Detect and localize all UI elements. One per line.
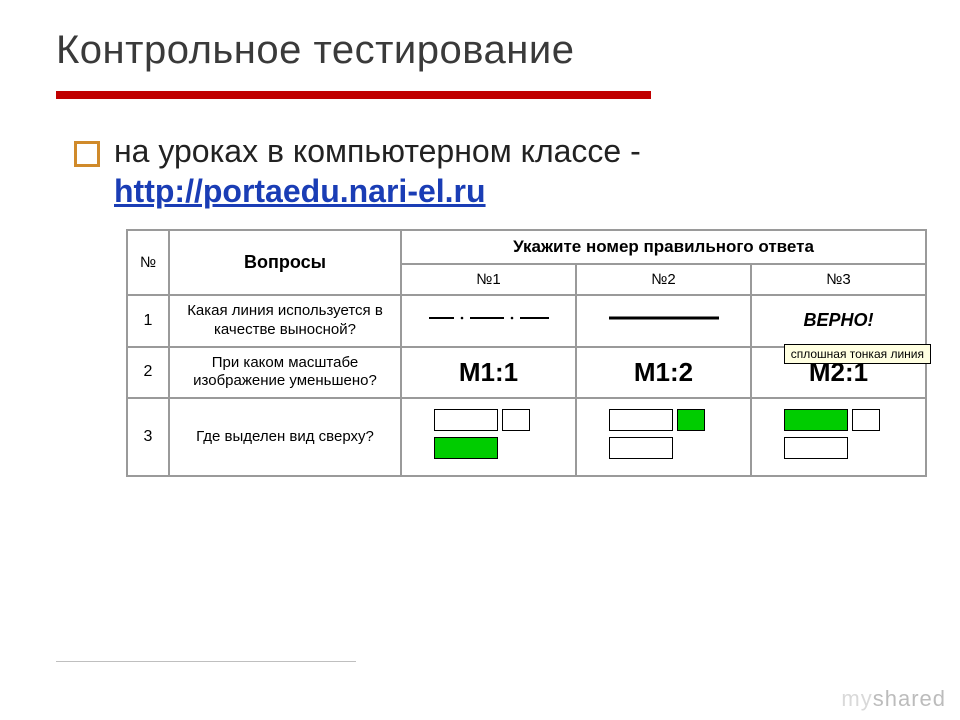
row-number: 2 <box>127 347 169 399</box>
projection-diagram-icon <box>424 405 554 469</box>
question-text: При каком масштабе изображение уменьшено… <box>169 347 401 399</box>
slide-title: Контрольное тестирование <box>56 28 912 73</box>
col-header-instruction: Укажите номер правильного ответа <box>401 230 926 264</box>
answer-cell[interactable]: M1:2 <box>576 347 751 399</box>
footer-rule <box>56 661 356 662</box>
question-text: Какая линия используется в качестве выно… <box>169 295 401 347</box>
table-row: 3 Где выделен вид сверху? <box>127 398 926 476</box>
answer-cell-correct[interactable]: ВЕРНО! сплошная тонкая линия <box>751 295 926 347</box>
correct-label: ВЕРНО! <box>803 310 873 330</box>
solid-line-icon <box>599 308 729 328</box>
bullet-marker <box>74 141 100 167</box>
dash-dot-line-icon <box>424 308 554 328</box>
col-header-ans1: №1 <box>401 264 576 295</box>
col-header-number: № <box>127 230 169 295</box>
divider-rule <box>56 91 651 99</box>
answer-cell[interactable] <box>751 398 926 476</box>
bullet-item: на уроках в компьютерном классе - http:/… <box>74 131 912 211</box>
quiz-table: № Вопросы Укажите номер правильного отве… <box>126 229 927 477</box>
answer-cell[interactable]: M1:1 <box>401 347 576 399</box>
row-number: 1 <box>127 295 169 347</box>
answer-cell[interactable] <box>576 398 751 476</box>
answer-cell[interactable] <box>401 398 576 476</box>
question-text: Где выделен вид сверху? <box>169 398 401 476</box>
answer-cell[interactable] <box>401 295 576 347</box>
bullet-text: на уроках в компьютерном классе - <box>114 133 641 169</box>
watermark: myshared <box>841 686 946 712</box>
tooltip: сплошная тонкая линия <box>784 344 931 364</box>
projection-diagram-icon <box>774 405 904 469</box>
table-row: 1 Какая линия используется в качестве вы… <box>127 295 926 347</box>
source-link[interactable]: http://portaedu.nari-el.ru <box>114 173 486 209</box>
answer-cell[interactable] <box>576 295 751 347</box>
projection-diagram-icon <box>599 405 729 469</box>
col-header-ans2: №2 <box>576 264 751 295</box>
col-header-ans3: №3 <box>751 264 926 295</box>
row-number: 3 <box>127 398 169 476</box>
col-header-questions: Вопросы <box>169 230 401 295</box>
